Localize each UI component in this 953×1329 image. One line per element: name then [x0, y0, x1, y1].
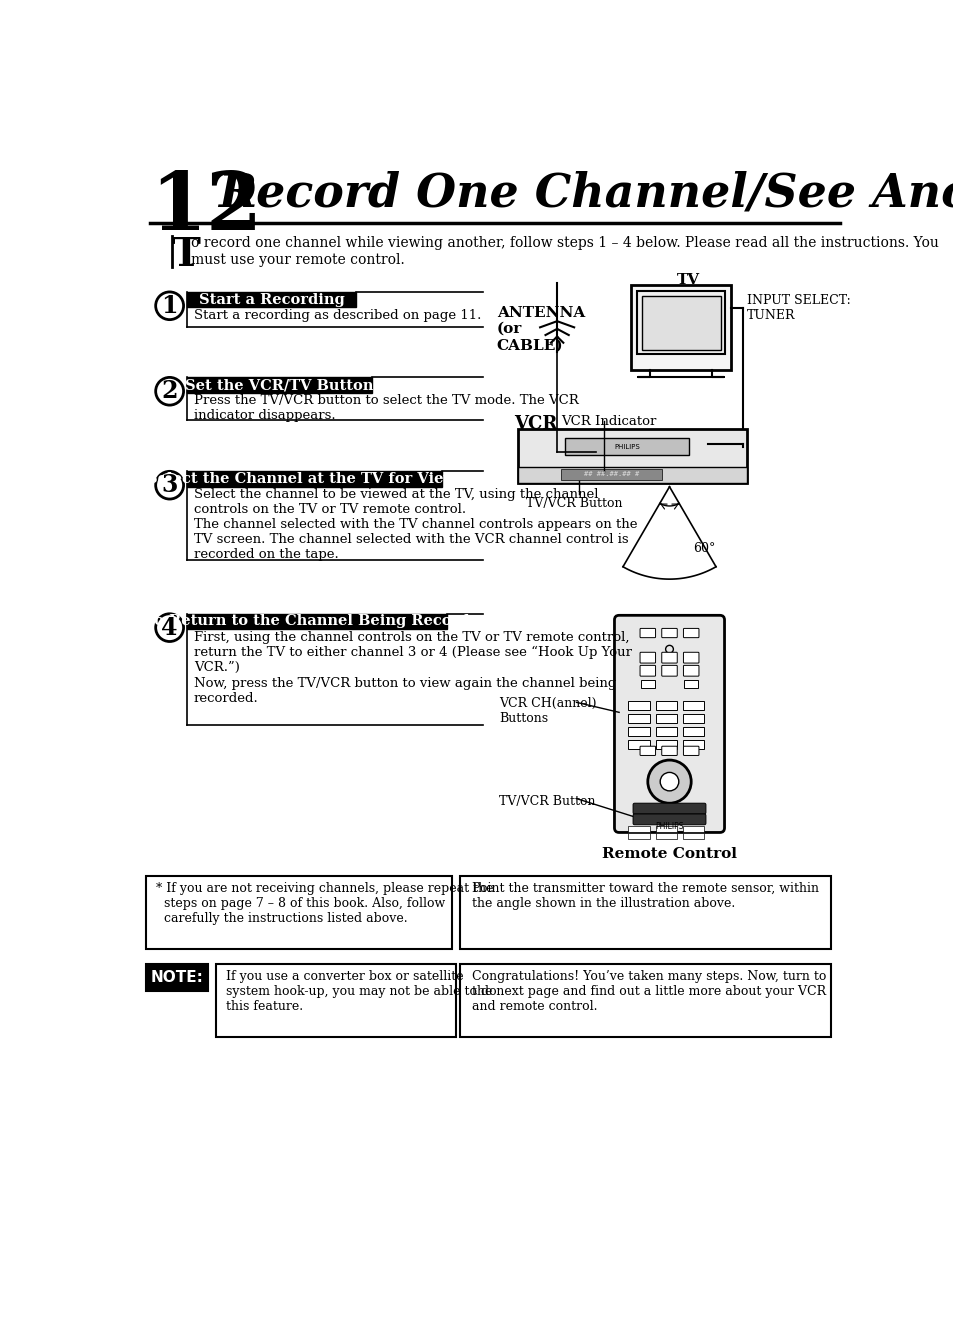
FancyBboxPatch shape — [639, 629, 655, 638]
FancyBboxPatch shape — [628, 714, 649, 723]
Text: 2: 2 — [161, 379, 177, 403]
Text: 3: 3 — [161, 473, 177, 497]
Text: T: T — [172, 237, 201, 275]
FancyBboxPatch shape — [655, 727, 677, 736]
FancyBboxPatch shape — [682, 666, 699, 676]
Text: Point the transmitter toward the remote sensor, within
the angle shown in the il: Point the transmitter toward the remote … — [472, 881, 818, 910]
FancyBboxPatch shape — [633, 813, 705, 825]
FancyBboxPatch shape — [682, 700, 703, 710]
Text: First, using the channel controls on the TV or TV remote control,
return the TV : First, using the channel controls on the… — [193, 631, 631, 674]
Text: Select the channel to be viewed at the TV, using the channel
controls on the TV : Select the channel to be viewed at the T… — [193, 488, 598, 516]
FancyBboxPatch shape — [683, 680, 698, 687]
FancyBboxPatch shape — [682, 740, 703, 750]
Text: NOTE:: NOTE: — [151, 970, 204, 985]
FancyBboxPatch shape — [655, 700, 677, 710]
Text: Select the Channel at the TV for Viewing: Select the Channel at the TV for Viewing — [147, 472, 482, 486]
FancyBboxPatch shape — [628, 700, 649, 710]
Text: Start a Recording: Start a Recording — [199, 292, 344, 307]
Bar — [187, 377, 372, 393]
Circle shape — [659, 772, 679, 791]
Bar — [517, 429, 746, 482]
Text: TV: TV — [677, 274, 700, 287]
Bar — [641, 296, 720, 350]
FancyBboxPatch shape — [682, 714, 703, 723]
Bar — [187, 292, 356, 307]
FancyBboxPatch shape — [661, 746, 677, 755]
FancyBboxPatch shape — [682, 833, 703, 840]
FancyBboxPatch shape — [655, 714, 677, 723]
Text: Press the TV/VCR button to select the TV mode. The VCR
indicator disappears.: Press the TV/VCR button to select the TV… — [193, 395, 578, 423]
Bar — [517, 468, 746, 482]
Text: Now, press the TV/VCR button to view again the channel being
recorded.: Now, press the TV/VCR button to view aga… — [193, 676, 616, 704]
Text: VCR CH(annel)
Buttons: VCR CH(annel) Buttons — [498, 696, 596, 724]
FancyBboxPatch shape — [614, 615, 723, 832]
Text: 12: 12 — [150, 169, 262, 247]
FancyBboxPatch shape — [628, 727, 649, 736]
FancyBboxPatch shape — [655, 740, 677, 750]
FancyBboxPatch shape — [661, 666, 677, 676]
FancyBboxPatch shape — [682, 746, 699, 755]
FancyBboxPatch shape — [639, 746, 655, 755]
Text: Congratulations! You’ve taken many steps. Now, turn to
the next page and find ou: Congratulations! You’ve taken many steps… — [472, 970, 825, 1013]
Text: INPUT SELECT:
TUNER: INPUT SELECT: TUNER — [746, 294, 850, 322]
FancyBboxPatch shape — [682, 825, 703, 832]
Text: Start a recording as described on page 11.: Start a recording as described on page 1… — [193, 308, 480, 322]
Text: VCR: VCR — [514, 415, 558, 433]
FancyBboxPatch shape — [639, 666, 655, 676]
Text: To Return to the Channel Being Recorded: To Return to the Channel Being Recorded — [145, 614, 489, 629]
FancyBboxPatch shape — [633, 803, 705, 813]
Bar — [146, 964, 208, 991]
FancyBboxPatch shape — [661, 629, 677, 638]
Text: 1: 1 — [161, 294, 177, 318]
Circle shape — [647, 760, 691, 803]
Text: PHILIPS: PHILIPS — [614, 444, 639, 449]
Bar — [187, 614, 447, 629]
Text: PHILIPS: PHILIPS — [655, 821, 683, 831]
Text: If you use a converter box or satellite
system hook-up, you may not be able to d: If you use a converter box or satellite … — [226, 970, 497, 1013]
FancyBboxPatch shape — [628, 825, 649, 832]
Text: Record One Channel/See Another: Record One Channel/See Another — [218, 170, 953, 217]
Text: 4: 4 — [161, 615, 177, 639]
FancyBboxPatch shape — [628, 740, 649, 750]
Text: TV/VCR Button: TV/VCR Button — [498, 795, 595, 808]
Text: o record one channel while viewing another, follow steps 1 – 4 below. Please rea: o record one channel while viewing anoth… — [192, 237, 938, 267]
Bar — [564, 439, 688, 455]
FancyBboxPatch shape — [628, 833, 649, 840]
Bar — [560, 469, 661, 480]
Text: 60°: 60° — [692, 542, 715, 554]
Bar — [216, 964, 456, 1037]
Bar — [459, 964, 830, 1037]
FancyBboxPatch shape — [655, 825, 677, 832]
FancyBboxPatch shape — [655, 833, 677, 840]
Text: * If you are not receiving channels, please repeat the
  steps on page 7 – 8 of : * If you are not receiving channels, ple… — [156, 881, 494, 925]
Text: Set the VCR/TV Button: Set the VCR/TV Button — [185, 377, 374, 392]
FancyBboxPatch shape — [682, 629, 699, 638]
FancyBboxPatch shape — [640, 680, 654, 687]
Bar — [146, 876, 452, 949]
Bar — [459, 876, 830, 949]
Bar — [630, 284, 731, 369]
Text: VCR Indicator: VCR Indicator — [560, 415, 656, 428]
FancyBboxPatch shape — [682, 653, 699, 663]
Bar — [187, 472, 441, 486]
FancyBboxPatch shape — [682, 727, 703, 736]
Text: The channel selected with the TV channel controls appears on the
TV screen. The : The channel selected with the TV channel… — [193, 517, 637, 561]
Text: ## ##.##.## #: ## ##.##.## # — [583, 472, 639, 477]
Text: Remote Control: Remote Control — [601, 847, 737, 861]
Bar — [637, 291, 724, 355]
Text: TV/VCR Button: TV/VCR Button — [525, 497, 622, 510]
FancyBboxPatch shape — [661, 653, 677, 663]
Text: ANTENNA
(or
CABLE): ANTENNA (or CABLE) — [497, 306, 584, 352]
FancyBboxPatch shape — [639, 653, 655, 663]
